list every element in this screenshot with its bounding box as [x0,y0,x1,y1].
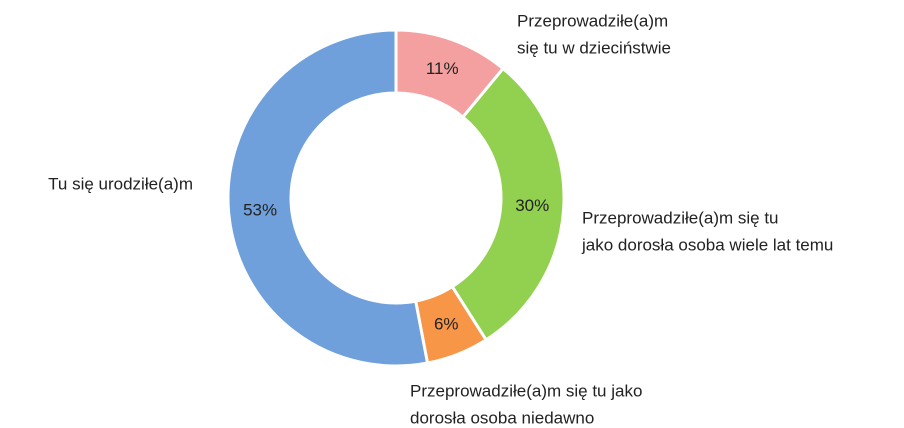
category-label: Tu się urodziłe(a)m [48,174,193,193]
category-label: dorosła osoba niedawno [410,408,594,427]
category-label: jako dorosła osoba wiele lat temu [581,235,833,254]
category-label: Przeprowadziłe(a)m [517,11,668,30]
category-label: Przeprowadziłe(a)m się tu jako [410,381,642,400]
value-label: 53% [243,200,277,219]
category-label: Przeprowadziłe(a)m się tu [582,208,779,227]
donut-slice [450,66,566,342]
donut-slice [226,28,430,368]
value-label: 11% [426,59,459,78]
value-label: 6% [434,314,459,333]
value-label: 30% [515,196,549,215]
category-label: się tu w dzieciństwie [517,38,671,57]
